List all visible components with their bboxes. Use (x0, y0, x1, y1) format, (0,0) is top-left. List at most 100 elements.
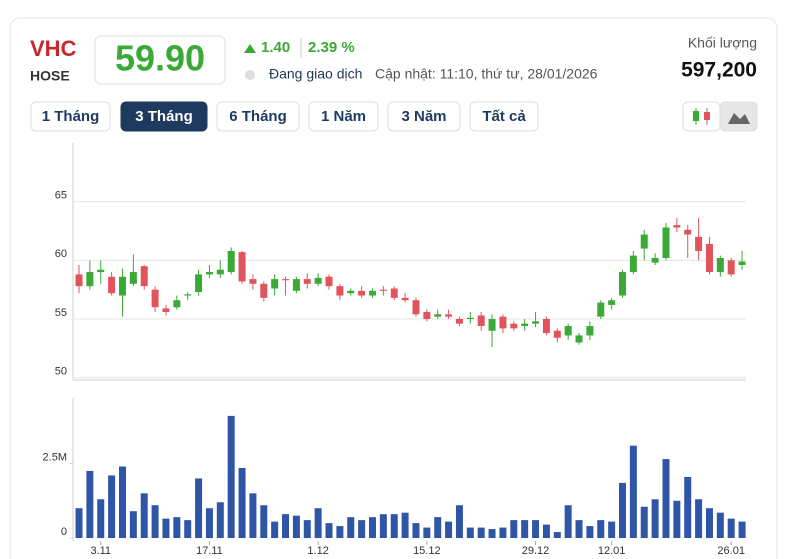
candle-body (673, 225, 681, 228)
updated: Cập nhật: 11:10, thứ tư, 28/01/2026 (375, 66, 598, 82)
status: Đang giao dịch (269, 66, 362, 82)
volume: 597,200 (681, 59, 757, 82)
tab-label[interactable]: 3 Tháng (135, 108, 193, 125)
tab[interactable] (216, 101, 300, 132)
candle-body (586, 326, 594, 336)
volume-bar (238, 468, 246, 538)
candle-body (75, 274, 83, 287)
volume-bar (108, 475, 116, 538)
tab-label[interactable]: Tất cả (482, 108, 526, 125)
tab-label[interactable]: 3 Năm (401, 108, 446, 125)
volume-bar (586, 526, 594, 538)
candle-body (238, 252, 246, 282)
volume-bar (477, 527, 485, 538)
volume-bar (336, 526, 344, 538)
candle-body (684, 229, 692, 235)
tab[interactable] (469, 101, 539, 132)
volume-bar (629, 445, 637, 538)
plot: 50 55 60 65 0 2.5M 3.11 17.11 1.12 15.12 29.12 12.0… (43, 143, 746, 557)
tab-label[interactable]: 6 Tháng (229, 108, 287, 125)
volume-bar (173, 517, 181, 538)
candle-body (553, 330, 561, 338)
candle-toggle[interactable] (682, 101, 721, 132)
candle-body (336, 286, 344, 296)
volume-bar (86, 470, 94, 538)
candle-body (477, 315, 485, 327)
volume-bar (695, 499, 703, 538)
volume-bar (390, 514, 398, 538)
candle-body (597, 302, 605, 317)
tabs: 1 Tháng 3 Tháng 6 Tháng 1 Năm 3 Năm Tất cả (30, 101, 539, 132)
volume-bar (608, 521, 616, 538)
volume-bar (303, 520, 311, 538)
volume-bar (358, 520, 366, 538)
tab[interactable] (30, 101, 111, 132)
candle-body (347, 290, 355, 294)
tab-label[interactable]: 1 Tháng (42, 108, 100, 125)
y-tick-label: 2.5M (43, 451, 67, 463)
volume-bar (532, 520, 540, 538)
volume-bar (705, 508, 713, 538)
x-tick-label: 17.11 (196, 545, 223, 557)
volume-bar (466, 527, 474, 538)
volume-bar (553, 532, 561, 538)
candle-body (542, 318, 550, 334)
candle-body (401, 297, 409, 301)
volume-bar (260, 505, 268, 538)
candle-body (108, 276, 116, 294)
exchange: HOSE (30, 68, 70, 84)
candle-body (510, 323, 518, 329)
volume-bar (249, 493, 257, 538)
volume-bar (314, 508, 322, 538)
change-pct: 2.39 % (308, 39, 355, 56)
tab[interactable] (387, 101, 461, 132)
status-dot (245, 70, 255, 80)
volume-bar (575, 520, 583, 538)
candle-body (608, 300, 616, 305)
volume-bar (347, 517, 355, 538)
candle-body (705, 243, 713, 273)
candle-body (727, 260, 735, 275)
candle-body (314, 277, 322, 284)
candle-body (379, 289, 387, 291)
volume-bar (651, 499, 659, 538)
tab[interactable] (120, 101, 208, 132)
candle-body (738, 261, 746, 266)
candle-body (140, 266, 148, 287)
volume-bar (716, 512, 724, 538)
candle-body (271, 279, 279, 289)
candle-body (292, 279, 300, 291)
volume-bar (434, 517, 442, 538)
volume-bar (542, 524, 550, 538)
candle-body (434, 314, 442, 317)
candle-body (521, 323, 529, 327)
volume-bar (521, 520, 529, 538)
tab-label[interactable]: 1 Năm (321, 108, 366, 125)
volume-bar (368, 517, 376, 538)
volume-bar (412, 523, 420, 538)
tab[interactable] (308, 101, 379, 132)
candle-body (97, 269, 105, 273)
volume-bar (488, 529, 496, 538)
x-tick-label: 3.11 (90, 545, 111, 557)
candle-body (445, 314, 453, 317)
volume-bar (75, 508, 83, 538)
volume-bar (227, 415, 235, 538)
y-tick-label: 55 (55, 307, 67, 319)
candle-body (368, 290, 376, 296)
candle-body (325, 276, 333, 287)
candle-body (282, 279, 290, 281)
price: 59.90 (115, 38, 205, 79)
x-tick-label: 15.12 (413, 545, 441, 557)
volume-bar (205, 508, 213, 538)
area-toggle[interactable] (719, 101, 758, 132)
icon (693, 111, 699, 121)
volume-bar (325, 523, 333, 538)
candle-body (118, 276, 126, 296)
volume-bar (597, 520, 605, 538)
volume-bar (564, 505, 572, 538)
volume-bar (727, 518, 735, 538)
candle-body (662, 227, 670, 258)
volume-bar (216, 502, 224, 538)
volume-bar (282, 514, 290, 538)
